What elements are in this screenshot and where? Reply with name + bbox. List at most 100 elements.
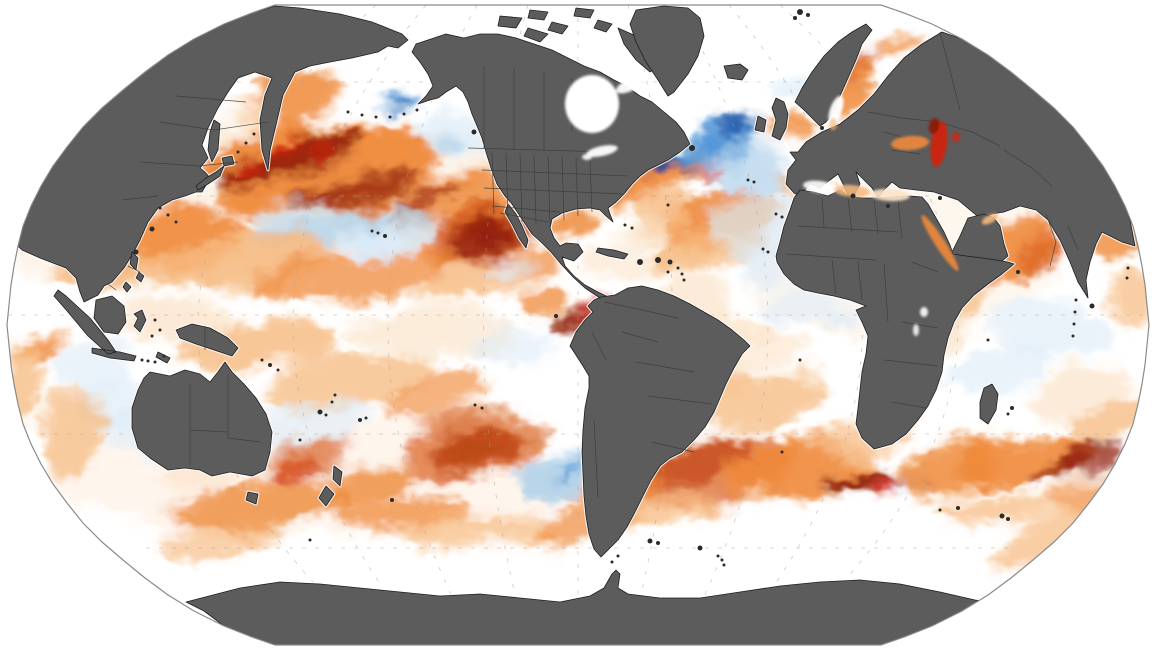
island-speck — [415, 108, 419, 112]
island-speck — [330, 400, 334, 404]
island-speck — [149, 226, 155, 232]
island-speck — [682, 278, 686, 282]
anomaly-blob — [250, 200, 340, 230]
island-speck — [346, 110, 350, 114]
anomaly-blob — [935, 495, 1055, 529]
island-speck — [1074, 298, 1078, 302]
island-speck — [153, 318, 157, 322]
anomaly-blob — [708, 146, 788, 198]
island-speck — [806, 13, 810, 17]
island-speck — [746, 178, 750, 182]
anomaly-blob — [891, 135, 929, 151]
island-speck — [720, 558, 724, 562]
island-speck — [1006, 517, 1010, 521]
island-speck — [150, 334, 154, 338]
island-speck — [666, 270, 670, 274]
anomaly-blob — [616, 76, 644, 94]
anomaly-blob — [1014, 235, 1066, 269]
anomaly-blob — [167, 482, 357, 528]
anomaly-blob — [406, 22, 430, 42]
island-speck — [402, 112, 406, 116]
island-speck — [780, 215, 784, 219]
anomaly-blob — [870, 188, 910, 202]
island-speck — [850, 193, 856, 199]
island-speck — [1125, 276, 1129, 280]
anomaly-blob — [586, 145, 618, 157]
island-speck — [1006, 412, 1010, 416]
island-speck — [722, 563, 726, 567]
island-speck — [647, 538, 653, 544]
island-speck — [610, 560, 614, 564]
island-speck — [761, 247, 765, 251]
anomaly-blob — [269, 437, 347, 479]
anomaly-blob — [615, 221, 665, 249]
anomaly-blob — [921, 215, 959, 271]
anomaly-blob — [291, 170, 419, 206]
island-speck — [308, 538, 312, 542]
island-speck — [374, 115, 378, 119]
anomaly-blob — [952, 346, 1048, 398]
anomaly-blob — [565, 75, 619, 133]
island-speck — [364, 416, 368, 420]
island-speck — [260, 358, 264, 362]
island-speck — [616, 554, 620, 558]
anomaly-blob — [391, 181, 469, 209]
island-speck — [268, 363, 272, 367]
anomaly-blob — [952, 132, 960, 142]
island-speck — [244, 141, 248, 145]
island-specks — [133, 9, 1130, 567]
anomaly-blob — [920, 307, 928, 317]
anomaly-blob — [718, 115, 754, 139]
anomaly-blob — [803, 180, 837, 194]
island-speck — [689, 145, 695, 151]
anomaly-blob — [390, 99, 404, 109]
island-speck — [676, 266, 680, 270]
anomaly-blob — [381, 372, 489, 424]
island-speck — [656, 541, 660, 545]
island-speck — [793, 16, 797, 20]
anomaly-blob — [913, 324, 919, 336]
anomaly-blob — [250, 250, 460, 300]
anomaly-blob — [981, 213, 999, 225]
island-speck — [655, 257, 661, 263]
island-speck — [1016, 270, 1020, 274]
island-speck — [999, 513, 1005, 519]
anomaly-blob — [400, 513, 560, 547]
island-speck — [276, 368, 280, 372]
anomaly-blob — [829, 118, 837, 130]
anomaly-blob — [473, 329, 557, 361]
island-speck — [252, 132, 256, 136]
island-speck — [938, 508, 942, 512]
island-speck — [1073, 310, 1077, 314]
anomaly-blob — [306, 151, 330, 165]
island-speck — [174, 220, 178, 224]
island-speck — [554, 314, 558, 318]
island-speck — [146, 359, 150, 363]
anomaly-blob — [877, 35, 923, 61]
island-speck — [390, 498, 394, 502]
anomaly-blob — [212, 136, 368, 190]
island-speck — [480, 406, 484, 410]
island-speck — [820, 126, 824, 130]
island-speck — [1126, 266, 1130, 270]
anomaly-blob — [402, 411, 546, 481]
anomaly-blob — [582, 154, 592, 160]
island-speck — [388, 115, 392, 119]
island-speck — [317, 409, 323, 415]
island-speck — [158, 206, 162, 210]
island-speck — [1071, 334, 1075, 338]
island-speck — [798, 358, 802, 362]
island-speck — [324, 413, 328, 417]
anomaly-blob — [695, 374, 825, 430]
island-speck — [886, 204, 890, 208]
island-speck — [752, 180, 756, 184]
island-speck — [376, 231, 380, 235]
anomaly-blob — [440, 131, 464, 145]
island-speck — [133, 249, 139, 255]
anomaly-blob — [828, 95, 844, 125]
anomaly-blob — [266, 144, 298, 160]
island-speck — [298, 438, 302, 442]
island-speck — [140, 358, 144, 362]
